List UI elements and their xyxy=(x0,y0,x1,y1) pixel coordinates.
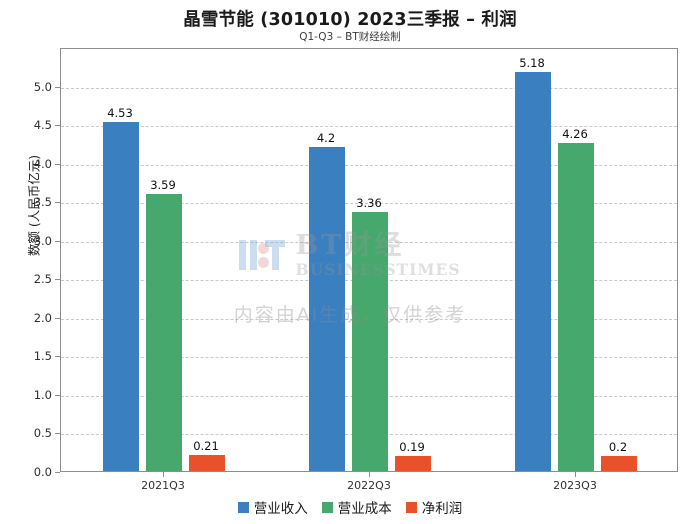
bar[interactable] xyxy=(146,194,182,471)
bar[interactable] xyxy=(395,456,431,471)
y-axis-tick-label: 1.5 xyxy=(33,349,52,364)
bar-value-label: 0.19 xyxy=(399,440,425,455)
y-axis-tick-label: 0.0 xyxy=(33,465,52,479)
x-axis-tick-mark xyxy=(575,472,576,477)
bar-value-label: 0.2 xyxy=(608,439,628,454)
bar[interactable] xyxy=(515,71,551,471)
y-axis-tick-label: 1.0 xyxy=(33,387,52,402)
legend-item[interactable]: 营业收入 xyxy=(237,497,308,517)
y-axis-tick-mark xyxy=(55,86,60,88)
y-axis-tick-label: 2.5 xyxy=(33,272,52,287)
y-axis-tick-mark xyxy=(55,279,60,281)
bar-value-label: 3.36 xyxy=(356,195,382,210)
y-axis-tick-mark xyxy=(55,125,60,127)
chart-subtitle: Q1-Q3 – BT财经绘制 xyxy=(299,31,401,43)
legend-item[interactable]: 营业成本 xyxy=(321,497,392,517)
y-axis-tick-label: 4.5 xyxy=(33,118,52,133)
bar[interactable] xyxy=(601,455,637,471)
x-axis-tick-label: 2022Q3 xyxy=(347,479,391,492)
y-axis-tick-mark xyxy=(55,394,60,396)
bar[interactable] xyxy=(189,454,225,471)
bar-value-label: 4.53 xyxy=(107,105,133,120)
bar-value-label: 5.18 xyxy=(519,55,545,70)
bar[interactable] xyxy=(103,121,139,471)
legend-item[interactable]: 净利润 xyxy=(405,497,463,517)
bar-value-label: 4.2 xyxy=(316,131,336,146)
gridline xyxy=(61,87,677,89)
legend-label: 净利润 xyxy=(421,501,463,517)
legend-label: 营业成本 xyxy=(337,501,392,517)
gridline xyxy=(61,126,677,128)
y-axis-tick-mark xyxy=(55,472,60,473)
y-axis-tick-label: 0.5 xyxy=(33,426,52,441)
legend-swatch-icon xyxy=(237,501,249,513)
chart-title: 晶雪节能 (301010) 2023三季报 – 利润 xyxy=(183,10,517,30)
bar[interactable] xyxy=(558,142,594,471)
y-axis-tick-label: 5.0 xyxy=(33,79,52,94)
x-axis-tick-mark xyxy=(369,472,370,477)
y-axis-tick-label: 4.0 xyxy=(33,156,52,171)
bar[interactable] xyxy=(352,211,388,471)
legend: 营业收入 营业成本 净利润 xyxy=(0,497,700,517)
y-axis-tick-label: 3.0 xyxy=(33,233,52,248)
legend-swatch-icon xyxy=(321,501,333,513)
y-axis-tick-label: 3.5 xyxy=(33,195,52,210)
gridline xyxy=(61,203,677,205)
bar[interactable] xyxy=(309,147,345,471)
y-axis-tick-mark xyxy=(55,317,60,319)
y-axis-tick-mark xyxy=(55,240,60,242)
y-axis-tick-mark xyxy=(55,433,60,435)
gridline xyxy=(61,164,677,166)
x-axis-tick-label: 2023Q3 xyxy=(553,479,597,492)
y-axis-tick-mark xyxy=(55,356,60,358)
y-axis-tick-mark xyxy=(55,202,60,204)
bar-value-label: 0.21 xyxy=(193,438,219,453)
bar-value-label: 4.26 xyxy=(562,126,588,141)
bar-value-label: 3.59 xyxy=(150,178,176,193)
plot-area xyxy=(60,48,678,472)
legend-label: 营业收入 xyxy=(253,501,308,517)
legend-swatch-icon xyxy=(405,501,417,513)
y-axis-tick-label: 2.0 xyxy=(33,310,52,325)
x-axis-tick-label: 2021Q3 xyxy=(141,479,185,492)
y-axis-tick-mark xyxy=(55,163,60,165)
x-axis-tick-mark xyxy=(163,472,164,477)
